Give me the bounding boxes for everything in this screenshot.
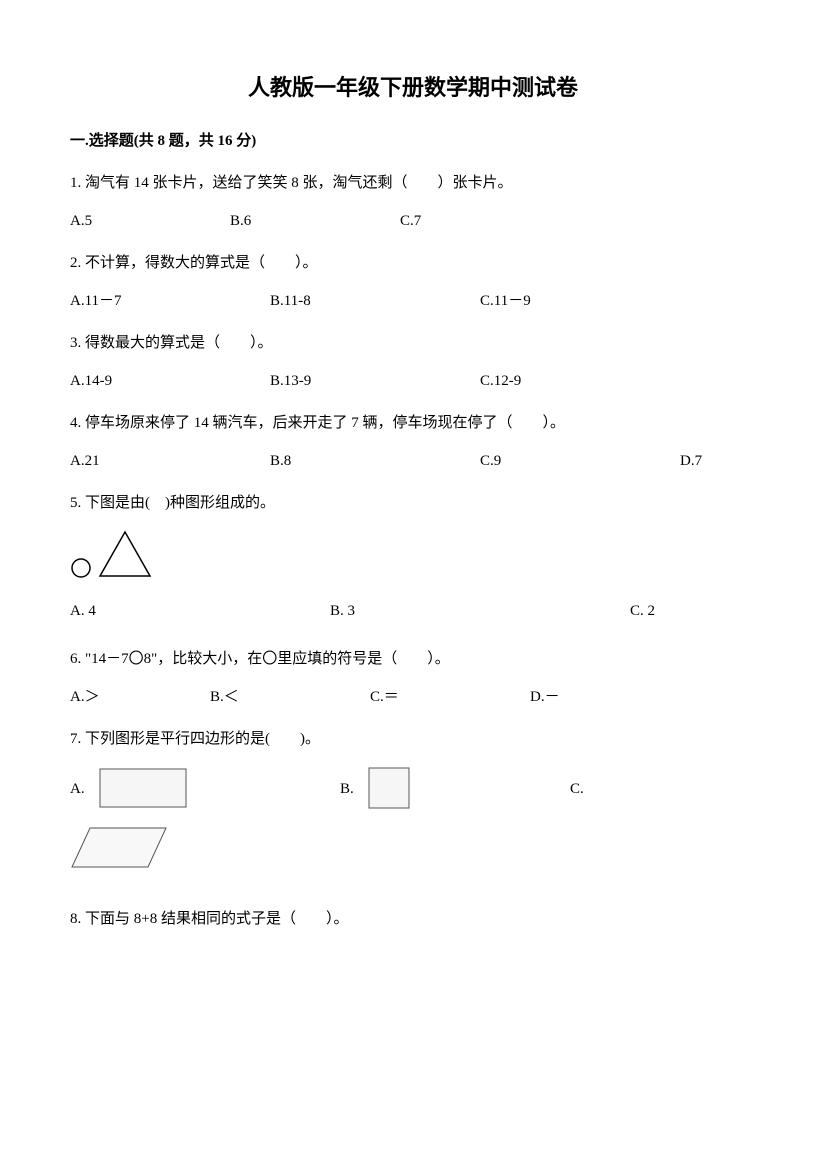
q5-option-c: C. 2 [630, 599, 756, 623]
question-2-options: A.11－7 B.11-8 C.11－9 [70, 289, 756, 313]
question-7-figures-row2 [70, 825, 756, 879]
q5-option-a: A. 4 [70, 599, 330, 623]
question-6: 6. "14－7〇8"，比较大小，在〇里应填的符号是（ ）。 A.＞ B.＜ C… [70, 647, 756, 709]
parallelogram-icon [70, 825, 170, 871]
q2-option-a: A.11－7 [70, 289, 270, 313]
q7-option-a-label: A. [70, 777, 85, 801]
question-4-text: 4. 停车场原来停了 14 辆汽车，后来开走了 7 辆，停车场现在停了（ ）。 [70, 411, 756, 435]
q6-option-c: C.＝ [370, 685, 530, 709]
q1-option-a: A.5 [70, 209, 230, 233]
question-7-figures-row1: A. B. C. [70, 767, 756, 811]
question-7-text: 7. 下列图形是平行四边形的是( )。 [70, 727, 756, 751]
question-4: 4. 停车场原来停了 14 辆汽车，后来开走了 7 辆，停车场现在停了（ ）。 … [70, 411, 756, 473]
q4-option-d: D.7 [680, 449, 756, 473]
question-8-text: 8. 下面与 8+8 结果相同的式子是（ ）。 [70, 907, 756, 931]
q6-option-b: B.＜ [210, 685, 370, 709]
question-8: 8. 下面与 8+8 结果相同的式子是（ ）。 [70, 907, 756, 931]
question-2: 2. 不计算，得数大的算式是（ ）。 A.11－7 B.11-8 C.11－9 [70, 251, 756, 313]
q6-option-a: A.＞ [70, 685, 210, 709]
question-4-options: A.21 B.8 C.9 D.7 [70, 449, 756, 473]
question-1-options: A.5 B.6 C.7 [70, 209, 756, 233]
q3-option-c: C.12-9 [480, 369, 756, 393]
q4-option-a: A.21 [70, 449, 270, 473]
q2-option-b: B.11-8 [270, 289, 480, 313]
question-6-text: 6. "14－7〇8"，比较大小，在〇里应填的符号是（ ）。 [70, 647, 756, 671]
circle-icon [70, 557, 92, 579]
question-7: 7. 下列图形是平行四边形的是( )。 A. B. C. [70, 727, 756, 879]
question-6-options: A.＞ B.＜ C.＝ D.－ [70, 685, 756, 709]
question-5-options: A. 4 B. 3 C. 2 [70, 599, 756, 623]
q1-option-c: C.7 [400, 209, 756, 233]
section-1-header: 一.选择题(共 8 题，共 16 分) [70, 129, 756, 153]
question-3-options: A.14-9 B.13-9 C.12-9 [70, 369, 756, 393]
q3-option-a: A.14-9 [70, 369, 270, 393]
question-5-text: 5. 下图是由( )种图形组成的。 [70, 491, 756, 515]
q7-option-b-label: B. [340, 777, 354, 801]
q6-option-d: D.－ [530, 685, 756, 709]
question-5: 5. 下图是由( )种图形组成的。 A. 4 B. 3 C. 2 [70, 491, 756, 623]
question-2-text: 2. 不计算，得数大的算式是（ ）。 [70, 251, 756, 275]
triangle-icon [96, 529, 154, 579]
question-1-text: 1. 淘气有 14 张卡片，送给了笑笑 8 张，淘气还剩（ ）张卡片。 [70, 171, 756, 195]
page-title: 人教版一年级下册数学期中测试卷 [70, 70, 756, 105]
q1-option-b: B.6 [230, 209, 400, 233]
question-5-figure [70, 529, 756, 579]
q4-option-b: B.8 [270, 449, 480, 473]
q4-option-c: C.9 [480, 449, 680, 473]
question-3-text: 3. 得数最大的算式是（ ）。 [70, 331, 756, 355]
q5-option-b: B. 3 [330, 599, 630, 623]
question-3: 3. 得数最大的算式是（ ）。 A.14-9 B.13-9 C.12-9 [70, 331, 756, 393]
question-1: 1. 淘气有 14 张卡片，送给了笑笑 8 张，淘气还剩（ ）张卡片。 A.5 … [70, 171, 756, 233]
square-icon [368, 767, 412, 811]
rectangle-icon [99, 768, 189, 810]
q7-option-c-label: C. [570, 777, 584, 801]
q3-option-b: B.13-9 [270, 369, 480, 393]
q2-option-c: C.11－9 [480, 289, 756, 313]
